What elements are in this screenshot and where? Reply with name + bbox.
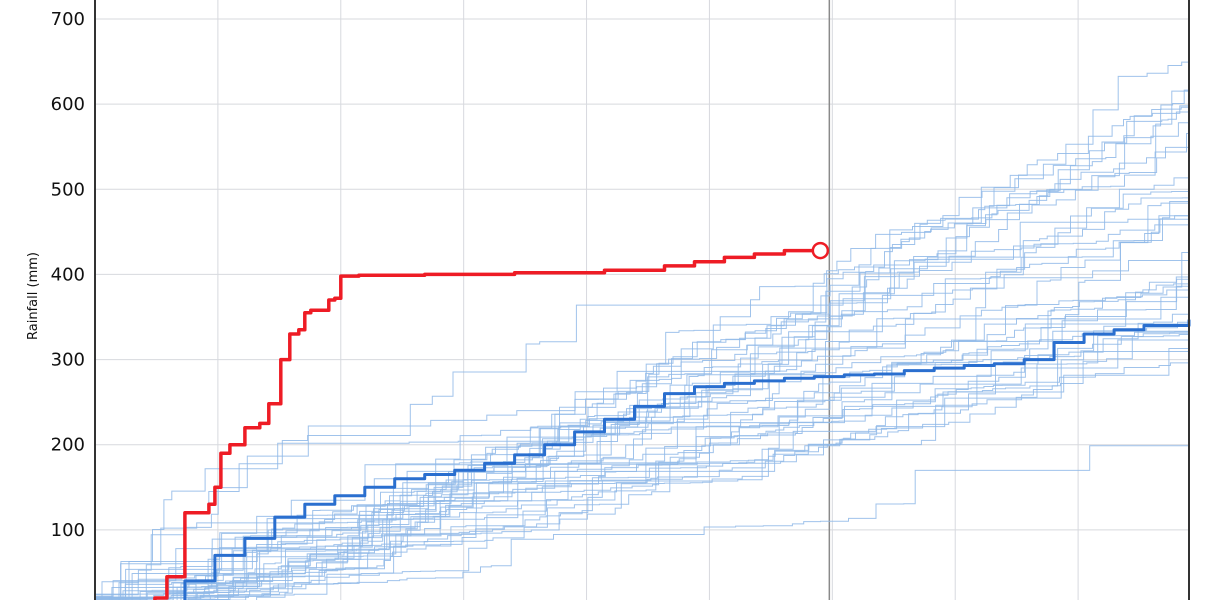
historical-year-line [208,303,1190,600]
y-tick-label: 400 [51,264,85,285]
historical-year-line [95,215,1189,600]
historical-series-layer [95,54,1190,600]
historical-year-line [131,359,1190,600]
y-tick-label: 500 [51,179,85,200]
historical-year-line [95,171,1190,596]
historical-year-line [180,445,1189,600]
historical-year-line [209,85,1190,600]
y-tick-label: 700 [51,9,85,30]
y-axis-label: Rainfall (mm) [26,252,41,340]
y-tick-label: 100 [51,520,85,541]
y-tick-labels: 100 200 300 400 500 600 700 [51,9,85,541]
historical-year-line [95,107,1190,600]
historical-year-line [146,89,1190,600]
historical-year-line [118,218,1189,600]
historical-year-line [166,165,1190,600]
historical-year-line [125,248,1190,600]
historical-year-line [187,199,1190,600]
historical-year-line [168,201,1189,600]
y-tick-label: 300 [51,350,85,371]
historical-year-line [122,54,1190,600]
y-tick-label: 600 [51,94,85,115]
grid-layer [94,0,1189,600]
historical-year-line [190,329,1190,600]
historical-year-line [111,276,1190,600]
historical-year-line [109,124,1190,600]
median-series-line [183,319,1191,600]
historical-year-line [95,285,1189,595]
current-year-series-line [153,248,821,600]
main-series-layer [153,241,1191,600]
historical-year-line [95,100,1190,600]
current-year-end-marker [811,241,830,260]
historical-year-line [256,339,1189,600]
historical-year-line [95,223,1190,600]
historical-year-line [172,330,1190,600]
historical-year-line [214,227,1190,600]
y-tick-label: 200 [51,435,85,456]
axis-layer [94,0,1190,600]
historical-year-line [95,296,1189,599]
historical-year-line [188,102,1190,600]
historical-year-line [95,330,1189,597]
